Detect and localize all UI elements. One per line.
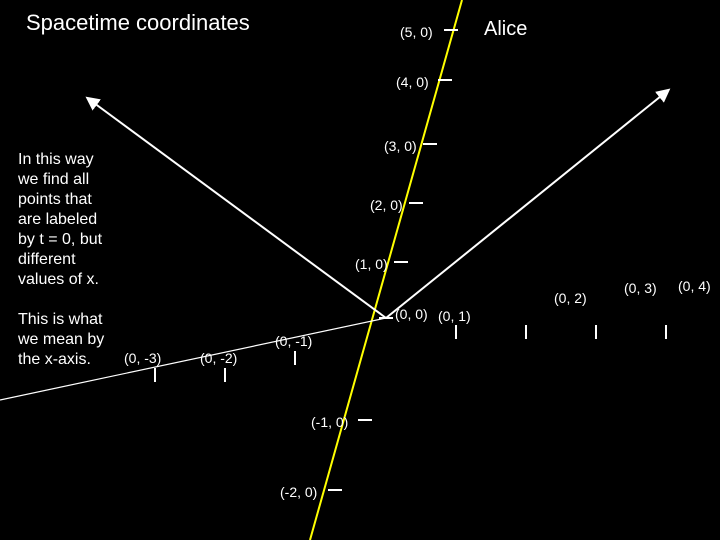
x-tick-right-label: (0, 1) <box>438 308 471 324</box>
x-tick-left-label: (0, -1) <box>275 333 312 349</box>
x-tick-right-label: (0, 2) <box>554 290 587 306</box>
t-tick-label: (-1, 0) <box>311 414 348 430</box>
left-axis-extension <box>0 318 386 400</box>
t-tick-label: (-2, 0) <box>280 484 317 500</box>
t-tick-label: (0, 0) <box>395 306 428 322</box>
t-tick-label: (3, 0) <box>384 138 417 154</box>
t-tick-label: (1, 0) <box>355 256 388 272</box>
x-tick-right-label: (0, 4) <box>678 278 711 294</box>
x-tick-right-label: (0, 3) <box>624 280 657 296</box>
t-tick-label: (4, 0) <box>396 74 429 90</box>
t-tick-label: (5, 0) <box>400 24 433 40</box>
x-tick-left-label: (0, -3) <box>124 350 161 366</box>
x-tick-left-label: (0, -2) <box>200 350 237 366</box>
t-tick-label: (2, 0) <box>370 197 403 213</box>
spacetime-diagram: Spacetime coordinates Alice In this way … <box>0 0 720 540</box>
left-axis <box>90 100 386 318</box>
